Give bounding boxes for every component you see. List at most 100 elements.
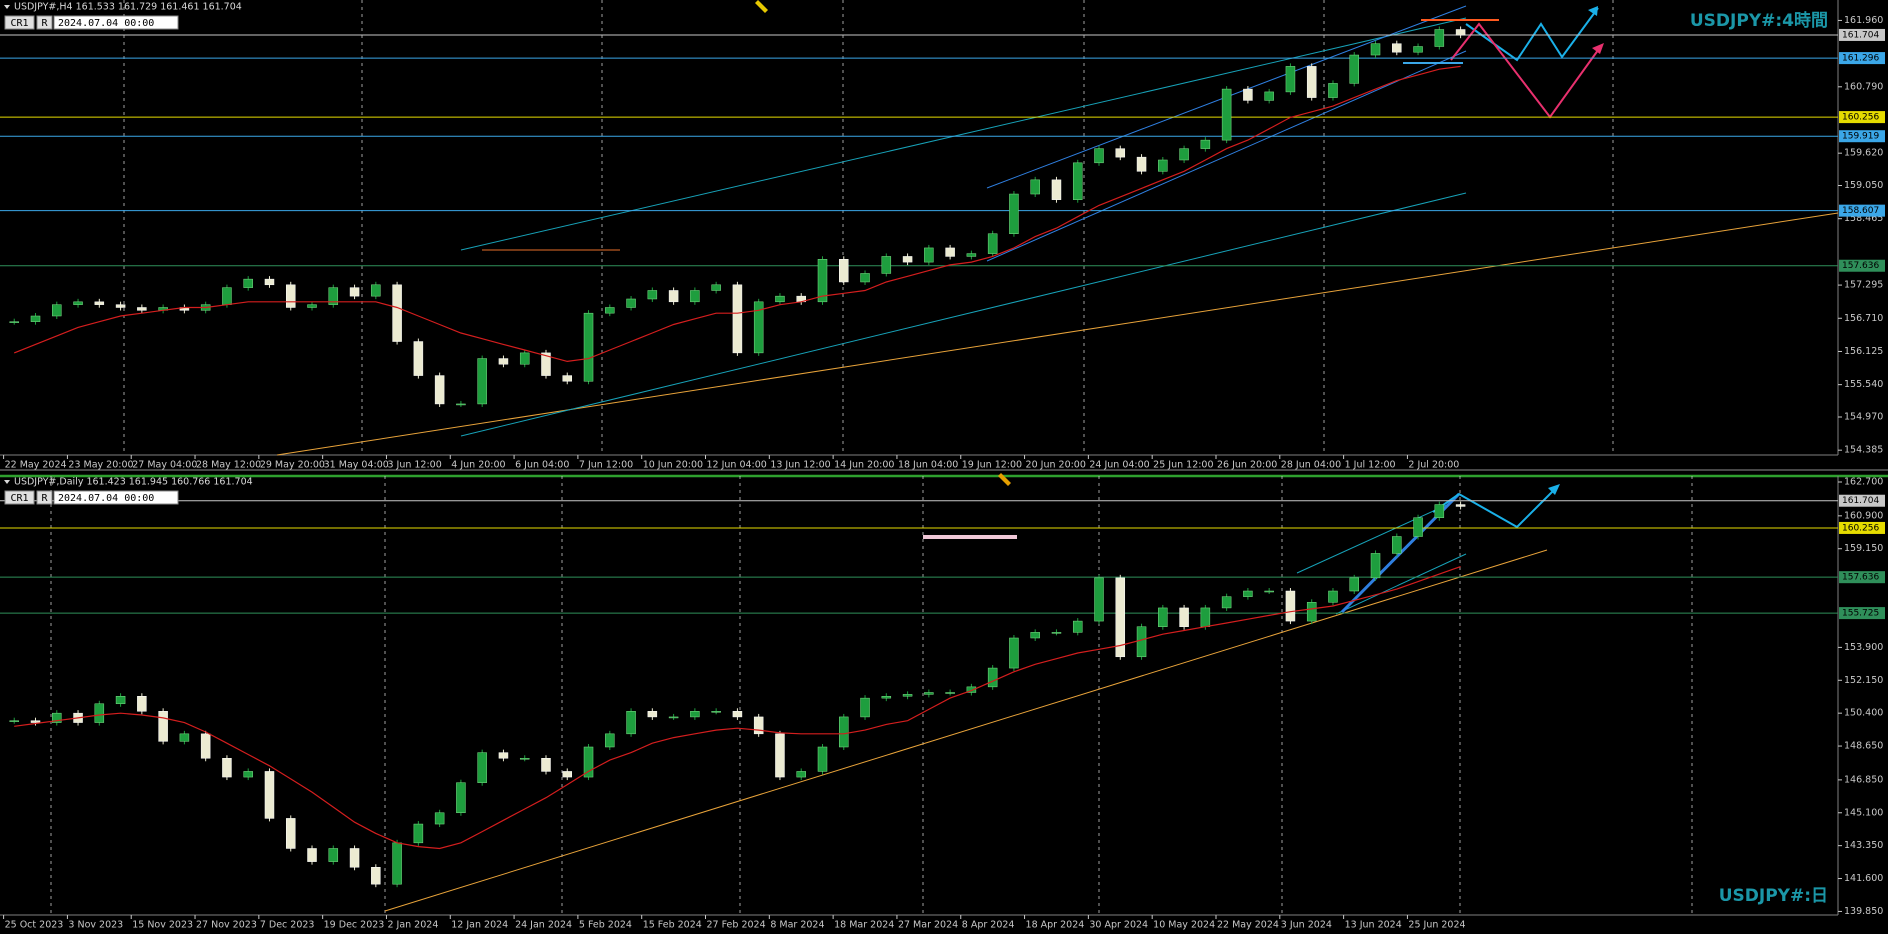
button[interactable]	[36, 490, 53, 505]
x-tick-label: 31 May 04:00	[324, 460, 389, 471]
candle-body	[1200, 607, 1211, 627]
candle-body	[605, 307, 615, 314]
x-tick-label: 3 Jun 12:00	[387, 460, 441, 471]
symbol-info: USDJPY#,H4 161.533 161.729 161.461 161.7…	[14, 2, 242, 13]
collapse-icon[interactable]	[4, 480, 10, 484]
y-tick-label: 160.790	[1844, 81, 1883, 92]
candle-body	[1221, 88, 1232, 141]
x-tick-label: 22 May 2024	[1217, 920, 1279, 931]
candle-body	[1392, 536, 1402, 554]
trend-line	[384, 549, 1548, 912]
button[interactable]	[4, 490, 35, 505]
x-tick-label: 18 Mar 2024	[834, 920, 894, 931]
x-tick-label: 28 Jun 04:00	[1281, 460, 1341, 471]
candle-body	[1179, 148, 1189, 161]
level-tag	[1839, 571, 1885, 584]
candle-body	[796, 771, 806, 778]
candle-body	[307, 304, 317, 308]
y-tick-label: 161.960	[1844, 15, 1883, 26]
candle-body	[1328, 83, 1338, 98]
x-tick-label: 25 Oct 2023	[5, 920, 64, 931]
level-tag	[1839, 52, 1885, 65]
x-tick-label: 7 Jun 12:00	[579, 460, 633, 471]
button-label[interactable]: CR1	[10, 18, 28, 29]
arrow-head	[1588, 6, 1598, 16]
candle-body	[966, 253, 977, 257]
candle-body	[839, 716, 849, 748]
candle-body	[711, 711, 721, 713]
x-tick-label: 25 Jun 2024	[1408, 920, 1465, 931]
x-tick-label: 27 Feb 2024	[707, 920, 766, 931]
candle-body	[1221, 596, 1232, 609]
candle-body	[1455, 29, 1466, 36]
moving-average	[13, 65, 1461, 363]
candle-body	[902, 694, 913, 697]
date-box[interactable]	[53, 15, 179, 30]
button-label[interactable]: CR1	[10, 493, 28, 504]
candle-body	[1392, 43, 1402, 53]
candle-body	[775, 295, 785, 303]
candle-body	[115, 304, 126, 308]
candle-body	[966, 686, 977, 693]
date-box[interactable]	[53, 490, 179, 505]
level-label: 160.256	[1842, 523, 1879, 533]
candle-body	[477, 752, 487, 783]
candle-body	[605, 733, 615, 748]
candle-body	[1030, 632, 1040, 639]
candle-body	[1413, 46, 1423, 53]
x-tick-label: 20 Jun 20:00	[1026, 460, 1086, 471]
candle-body	[924, 692, 934, 695]
x-tick-label: 27 Mar 2024	[898, 920, 958, 931]
level-label: 157.636	[1842, 261, 1879, 271]
date: 2024.07.04 00:00	[58, 493, 154, 504]
projection	[1450, 22, 1602, 119]
x-tick-label: 5 Feb 2024	[579, 920, 632, 931]
candle-body	[477, 358, 487, 405]
candle-body	[243, 278, 253, 288]
collapse-icon[interactable]	[4, 5, 10, 9]
candle-body	[307, 848, 317, 862]
y-tick-label: 162.700	[1844, 477, 1883, 488]
candle-body	[73, 301, 83, 305]
candle-body	[1285, 590, 1296, 622]
arrow-head	[1548, 484, 1560, 495]
x-tick-label: 24 Jan 2024	[515, 920, 572, 931]
level-label: 161.704	[1842, 496, 1879, 506]
candle-body	[1094, 577, 1104, 622]
x-tick-label: 19 Jun 12:00	[962, 460, 1022, 471]
candle-body	[349, 287, 360, 297]
candle-body	[987, 667, 998, 688]
candle-body	[264, 771, 275, 819]
candle-body	[626, 298, 636, 308]
y-tick-label: 145.100	[1844, 807, 1883, 818]
candle-body	[9, 321, 19, 323]
candle-body	[732, 284, 743, 354]
x-tick-label: 12 Jan 2024	[451, 920, 508, 931]
button[interactable]	[4, 15, 35, 30]
button[interactable]	[36, 15, 53, 30]
y-tick-label: 143.350	[1844, 840, 1883, 851]
candle-body	[562, 375, 573, 382]
candle-body	[1009, 637, 1019, 669]
button-label[interactable]: R	[41, 18, 48, 29]
candle-body	[349, 848, 360, 868]
candle-body	[52, 712, 62, 723]
y-tick-label: 148.650	[1844, 741, 1883, 752]
candle-body	[264, 278, 275, 286]
channel-line	[460, 17, 1467, 251]
candle-body	[987, 233, 998, 254]
candle-body	[115, 696, 126, 705]
level-label: 155.725	[1842, 609, 1879, 619]
x-tick-label: 12 Jun 04:00	[707, 460, 767, 471]
candle-body	[222, 287, 232, 305]
y-tick-label: 154.385	[1844, 445, 1883, 456]
y-tick-label: 152.150	[1844, 675, 1883, 686]
x-tick-label: 25 Jun 12:00	[1153, 460, 1213, 471]
button-label[interactable]: R	[41, 493, 48, 504]
candle-body	[30, 315, 41, 322]
candle-body	[392, 842, 402, 885]
candle-body	[1030, 179, 1040, 195]
candle-body	[1370, 43, 1381, 56]
chart-label: USDJPY#:4時間	[1690, 10, 1828, 31]
x-tick-label: 4 Jun 20:00	[451, 460, 505, 471]
